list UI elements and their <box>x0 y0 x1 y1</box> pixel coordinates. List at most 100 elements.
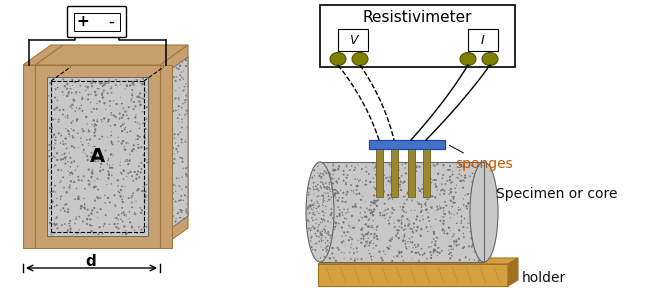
Point <box>356 198 366 202</box>
Point <box>167 158 177 162</box>
Point <box>46 232 56 237</box>
Point <box>391 234 402 239</box>
Point <box>323 191 333 196</box>
Point <box>346 183 357 187</box>
Point <box>312 186 323 191</box>
Point <box>67 90 77 95</box>
Point <box>391 233 402 238</box>
Bar <box>320 162 484 262</box>
Point <box>376 255 387 260</box>
Point <box>108 154 118 158</box>
Point <box>322 242 332 247</box>
Point <box>175 130 185 134</box>
Point <box>123 141 133 146</box>
Point <box>95 165 106 169</box>
Point <box>157 136 168 141</box>
Point <box>375 213 385 218</box>
Point <box>316 238 326 243</box>
Point <box>69 158 79 163</box>
Point <box>368 201 379 205</box>
Point <box>464 165 474 170</box>
Point <box>167 166 178 170</box>
Point <box>329 187 340 192</box>
Point <box>162 142 172 147</box>
Point <box>119 127 130 132</box>
Bar <box>74 13 120 31</box>
Point <box>420 202 430 206</box>
Point <box>472 249 483 254</box>
Text: holder: holder <box>522 271 566 285</box>
Point <box>48 164 59 169</box>
Point <box>394 224 405 229</box>
Point <box>59 151 70 156</box>
Point <box>383 179 394 183</box>
Point <box>417 208 427 213</box>
Point <box>180 84 190 89</box>
Point <box>326 186 337 191</box>
Point <box>360 178 371 183</box>
Point <box>110 222 120 226</box>
Point <box>469 174 479 179</box>
Point <box>118 113 129 118</box>
Point <box>323 238 333 243</box>
Point <box>119 224 129 229</box>
Point <box>310 231 321 236</box>
Point <box>321 249 331 253</box>
Point <box>446 180 456 185</box>
Point <box>391 185 402 190</box>
Point <box>328 161 339 166</box>
Point <box>454 228 464 232</box>
Point <box>86 229 97 234</box>
Point <box>466 192 476 196</box>
Point <box>351 192 362 196</box>
Point <box>360 182 371 187</box>
Point <box>131 188 142 193</box>
Point <box>116 188 126 192</box>
Point <box>326 207 336 211</box>
Point <box>320 211 330 215</box>
Point <box>89 134 99 138</box>
Point <box>358 236 368 241</box>
Point <box>61 136 72 141</box>
Point <box>76 103 87 108</box>
Point <box>447 180 458 184</box>
Point <box>386 215 396 219</box>
Point <box>178 159 188 164</box>
Point <box>141 182 151 187</box>
Point <box>133 145 144 150</box>
Point <box>310 226 320 230</box>
Point <box>181 207 191 211</box>
Point <box>372 187 382 192</box>
Point <box>354 218 364 223</box>
Point <box>370 164 381 169</box>
Point <box>89 144 100 149</box>
Point <box>44 143 55 147</box>
Point <box>165 200 176 205</box>
Point <box>407 240 417 245</box>
Point <box>173 132 183 137</box>
Point <box>166 104 176 108</box>
Point <box>315 220 326 225</box>
Point <box>426 225 436 229</box>
Point <box>90 81 101 85</box>
Point <box>467 244 477 249</box>
Point <box>347 226 358 230</box>
Point <box>353 238 363 242</box>
Point <box>366 225 376 229</box>
Ellipse shape <box>330 52 346 65</box>
Point <box>142 146 152 151</box>
Point <box>326 195 337 200</box>
Point <box>387 197 398 201</box>
Point <box>158 172 168 176</box>
Point <box>476 174 486 179</box>
Point <box>472 192 483 197</box>
Point <box>118 169 129 173</box>
Point <box>64 132 74 137</box>
Point <box>324 233 334 238</box>
Point <box>320 245 330 250</box>
Point <box>304 192 314 197</box>
Point <box>318 254 328 259</box>
Point <box>86 110 97 114</box>
Point <box>398 258 409 263</box>
Point <box>65 156 76 160</box>
